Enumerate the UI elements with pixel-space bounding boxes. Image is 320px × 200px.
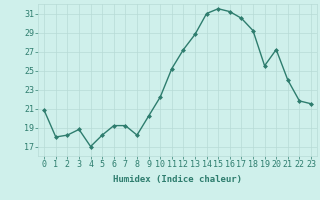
- X-axis label: Humidex (Indice chaleur): Humidex (Indice chaleur): [113, 175, 242, 184]
